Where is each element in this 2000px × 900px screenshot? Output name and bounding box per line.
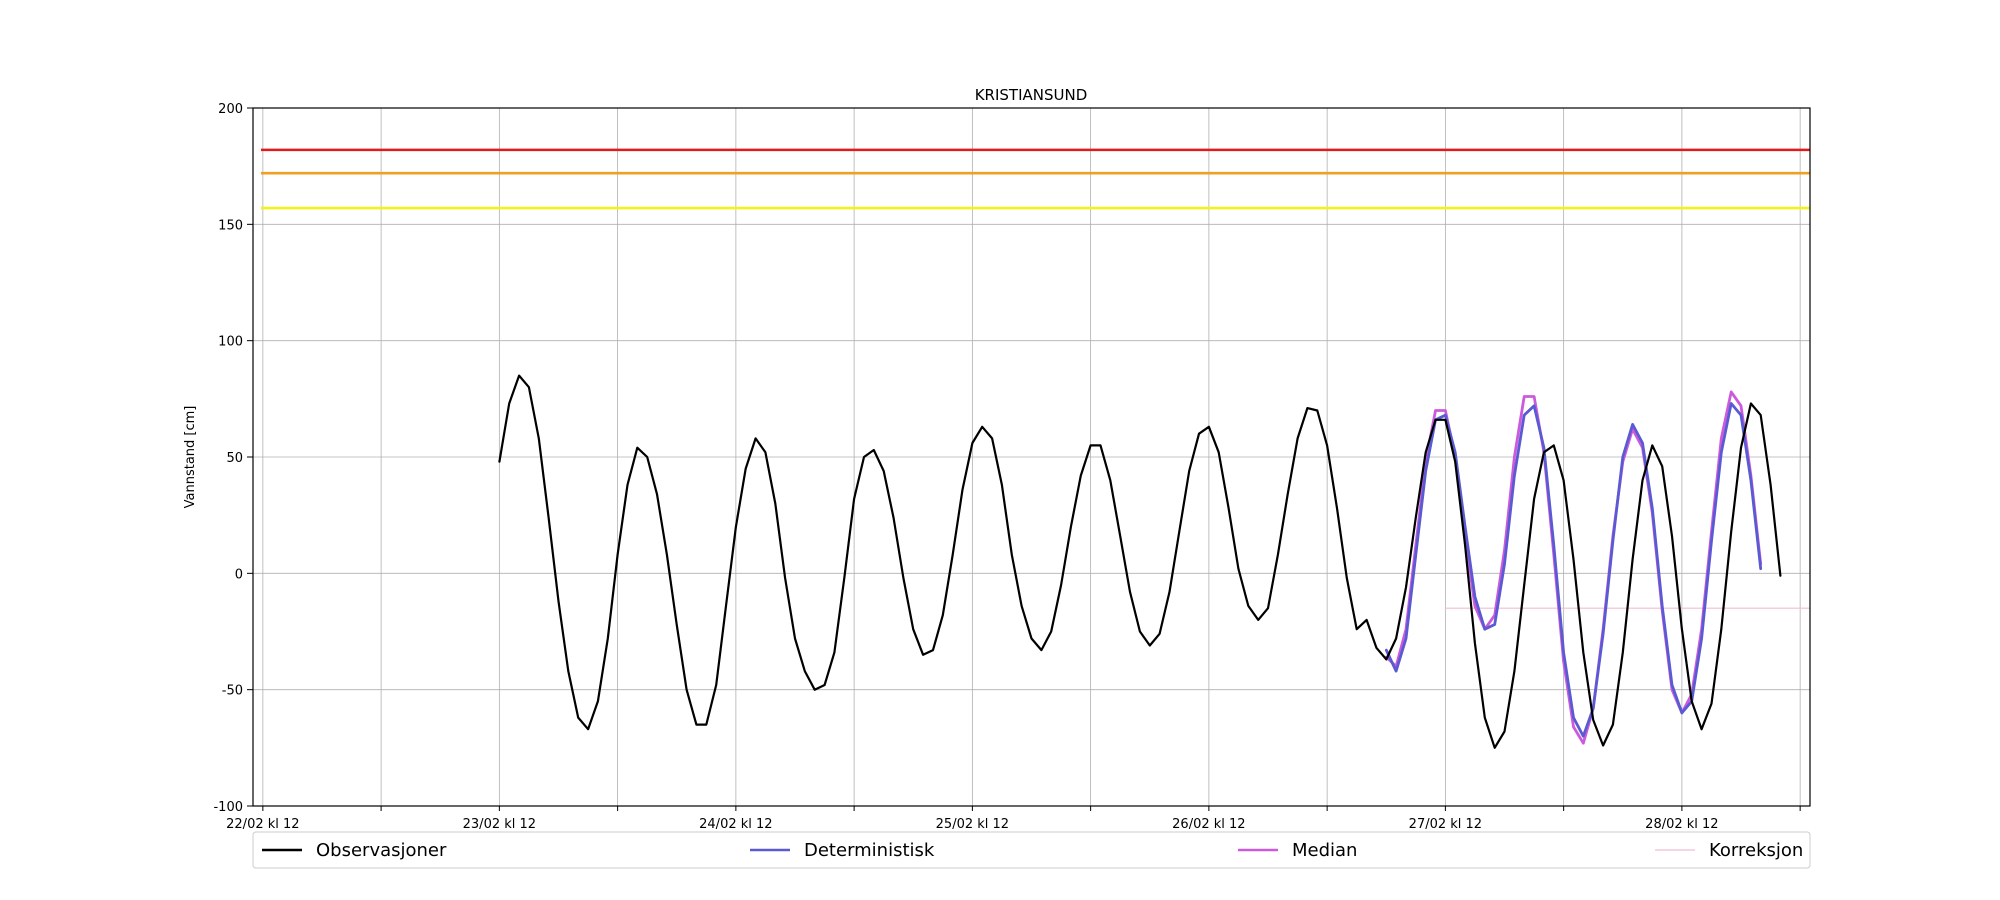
legend-label: Deterministisk xyxy=(804,840,935,861)
x-tick-label: 25/02 kl 12 xyxy=(936,817,1009,832)
chart-title: KRISTIANSUND xyxy=(975,86,1088,104)
y-tick-label: -50 xyxy=(222,684,243,699)
y-tick-label: 50 xyxy=(226,451,243,466)
threshold-lines xyxy=(261,148,1810,210)
y-tick-label: -100 xyxy=(213,800,243,815)
y-tick-label: 150 xyxy=(218,218,243,233)
series-line-deterministisk xyxy=(1384,402,1763,738)
legend-label: Median xyxy=(1292,840,1357,861)
x-tick-label: 28/02 kl 12 xyxy=(1645,817,1718,832)
series-line-observasjoner xyxy=(498,374,1782,749)
y-axis-label: Vannstand [cm] xyxy=(183,406,198,509)
axis-ticks: -100 -50 0 50 100 150 200 22/02 kl 12 23/02 kl 1… xyxy=(213,102,1801,832)
x-tick-label: 24/02 kl 12 xyxy=(699,817,772,832)
grid xyxy=(253,107,1810,807)
series-lines xyxy=(498,374,1811,749)
y-tick-label: 0 xyxy=(235,567,243,582)
x-tick-label: 22/02 kl 12 xyxy=(226,817,299,832)
legend-label: Korreksjon xyxy=(1709,840,1803,861)
legend-label: Observasjoner xyxy=(316,840,447,861)
x-tick-label: 27/02 kl 12 xyxy=(1409,817,1482,832)
legend: Observasjoner Deterministisk Median Korreks… xyxy=(252,831,1811,869)
y-tick-label: 100 xyxy=(218,335,243,350)
legend-frame xyxy=(252,831,1811,869)
x-tick-label: 26/02 kl 12 xyxy=(1172,817,1245,832)
x-tick-label: 23/02 kl 12 xyxy=(463,817,536,832)
y-tick-label: 200 xyxy=(218,102,243,117)
